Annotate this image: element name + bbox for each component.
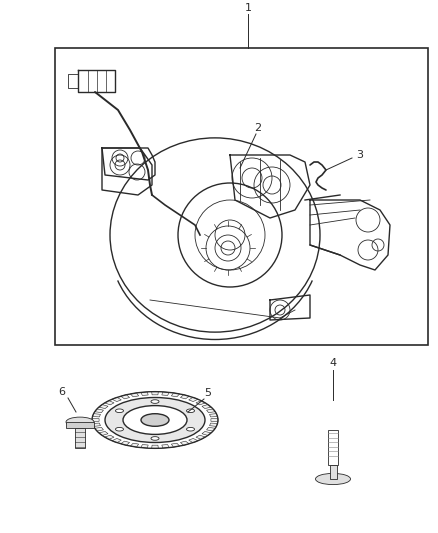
Polygon shape [211,418,218,422]
Text: 2: 2 [254,123,261,133]
Polygon shape [121,395,130,399]
Ellipse shape [110,138,320,332]
Polygon shape [207,409,215,413]
Polygon shape [92,414,100,417]
Bar [66,422,94,428]
Polygon shape [171,443,180,447]
Bar [55,48,428,345]
Polygon shape [202,431,211,435]
Ellipse shape [66,417,94,427]
Polygon shape [105,435,114,439]
Text: 6: 6 [59,387,66,397]
Polygon shape [99,405,108,409]
Polygon shape [196,435,205,439]
Ellipse shape [151,437,159,440]
Ellipse shape [141,414,169,426]
Polygon shape [131,393,139,397]
Polygon shape [209,414,218,417]
Ellipse shape [151,400,159,403]
Text: 4: 4 [329,358,336,368]
Ellipse shape [105,398,205,442]
Ellipse shape [123,406,187,434]
Polygon shape [189,398,198,401]
Polygon shape [105,401,114,405]
Polygon shape [152,445,158,448]
Ellipse shape [315,473,350,484]
Polygon shape [92,418,99,422]
Polygon shape [99,431,108,435]
Text: 3: 3 [357,150,364,160]
Polygon shape [171,393,180,397]
Ellipse shape [187,427,194,431]
Polygon shape [141,392,148,395]
Polygon shape [196,401,205,405]
Polygon shape [131,443,139,447]
Polygon shape [162,392,169,395]
Ellipse shape [187,409,194,413]
Polygon shape [209,423,218,426]
Polygon shape [95,409,103,413]
Polygon shape [202,405,211,409]
Polygon shape [141,445,148,448]
Polygon shape [112,439,121,442]
Polygon shape [121,441,130,445]
Polygon shape [180,441,189,445]
Polygon shape [152,392,158,395]
Polygon shape [189,439,198,442]
Ellipse shape [116,409,124,413]
Polygon shape [92,423,100,426]
Polygon shape [207,427,215,431]
Bar [329,465,336,479]
Polygon shape [180,395,189,399]
Polygon shape [95,427,103,431]
Ellipse shape [116,427,124,431]
Bar [75,428,85,448]
Polygon shape [162,445,169,448]
Bar [328,430,338,465]
Polygon shape [112,398,121,401]
Text: 1: 1 [244,3,251,13]
Text: 5: 5 [205,388,212,398]
